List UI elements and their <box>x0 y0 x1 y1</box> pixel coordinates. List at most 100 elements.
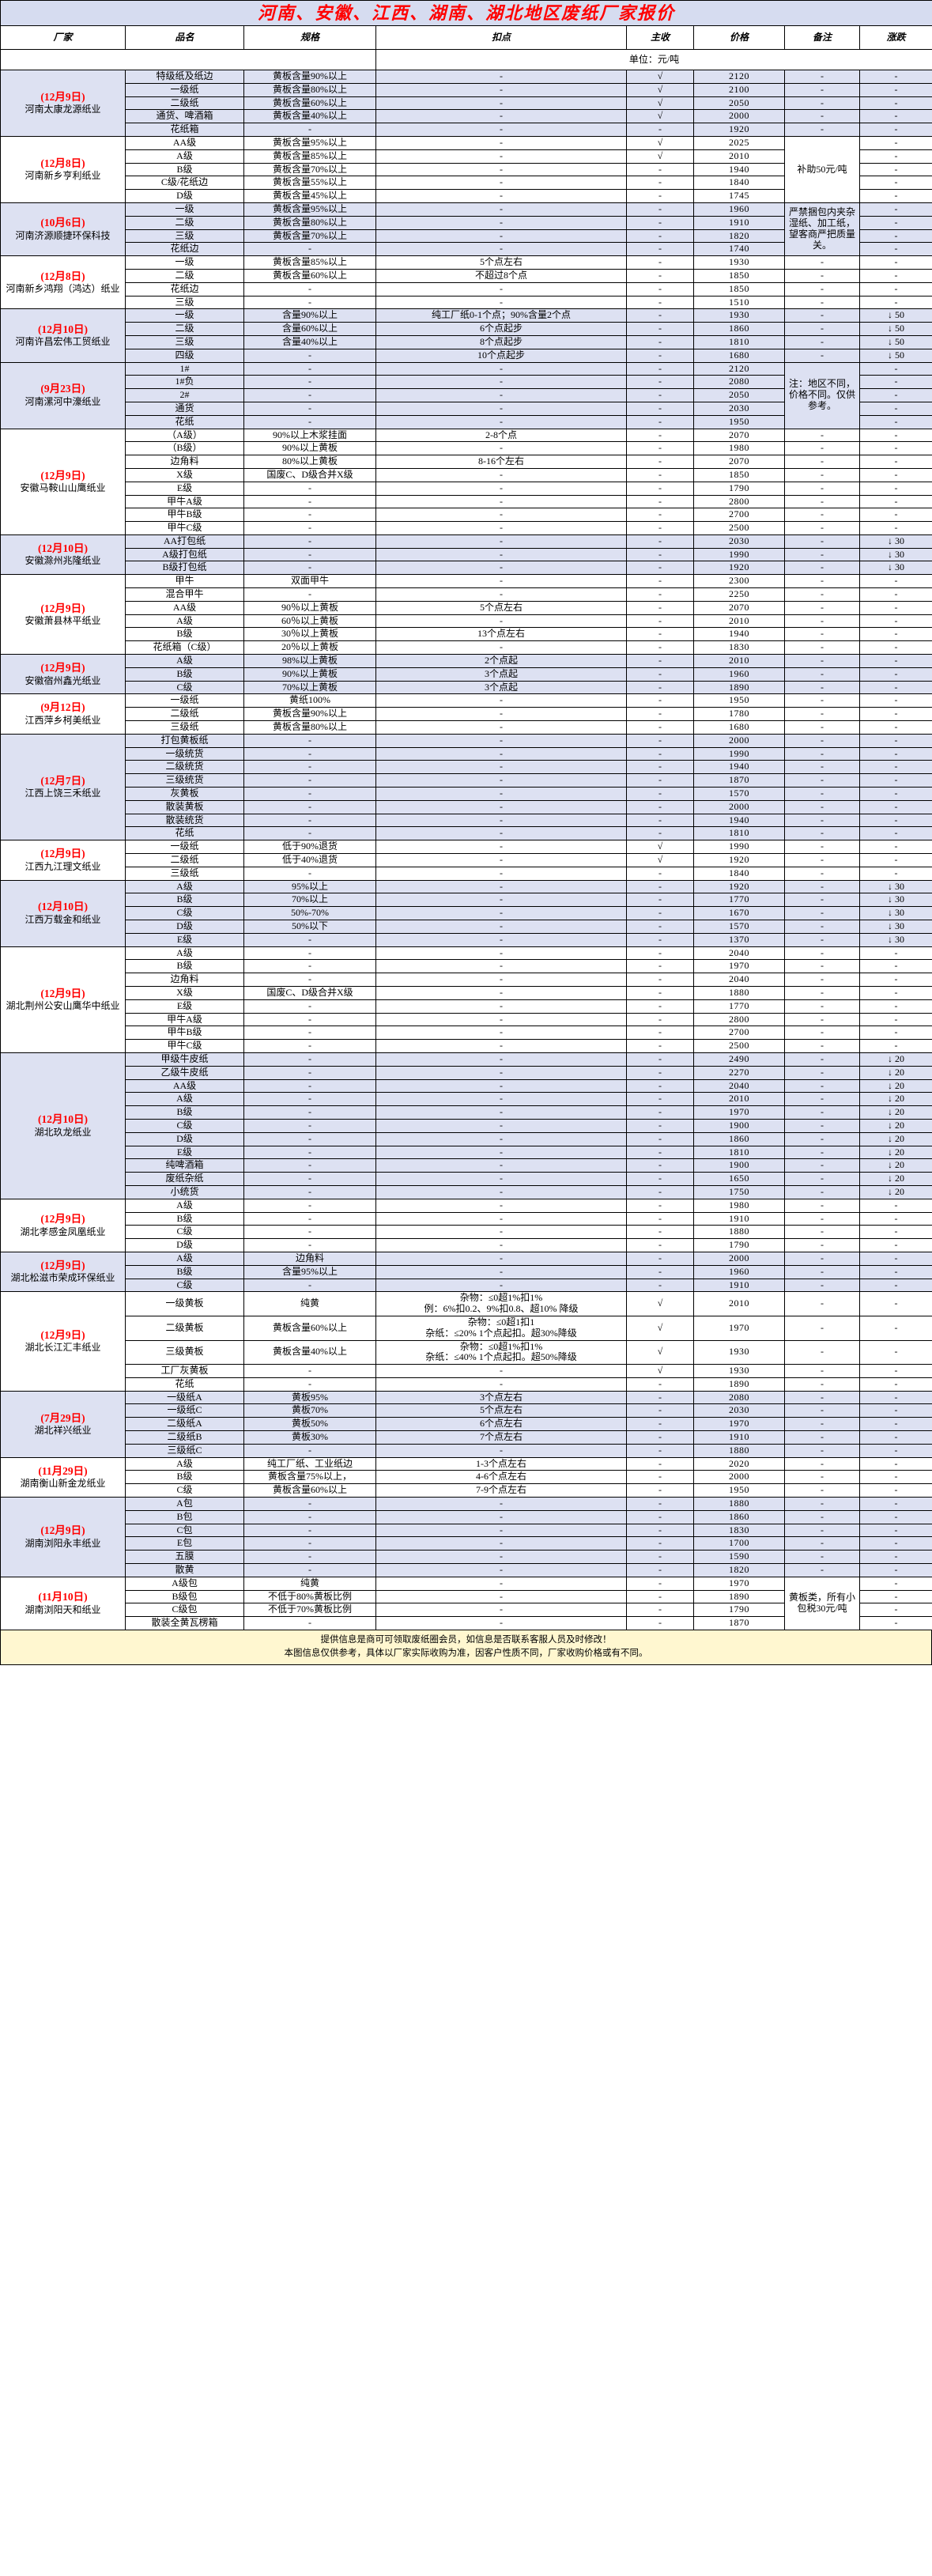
product-name: 一级纸 <box>125 840 244 855</box>
arrow-down-icon: 20 <box>888 1186 904 1197</box>
change-value: - <box>858 135 932 150</box>
change-value: - <box>858 82 932 97</box>
deduct-points: - <box>375 587 627 602</box>
main-purchase-mark: - <box>626 334 694 349</box>
remark: - <box>784 799 860 814</box>
table-row: 一级统货 - - -1990- - <box>1 746 932 761</box>
price-value: 1910 <box>693 1278 785 1293</box>
change-value: - <box>858 109 932 124</box>
main-purchase-mark: - <box>626 1417 694 1432</box>
deduct-points: - <box>375 999 627 1014</box>
change-value: - <box>858 1025 932 1041</box>
main-purchase-mark: - <box>626 1497 694 1511</box>
product-spec: 黄板含量40%以上 <box>243 1339 376 1365</box>
price-value: 2030 <box>693 401 785 416</box>
price-value: 1990 <box>693 840 785 855</box>
table-row: 散装统货 - - -1940- - <box>1 813 932 828</box>
deduct-points: - <box>375 1523 627 1538</box>
deduct-points: 2-8个点 <box>375 428 627 443</box>
maker-cell-20: (11月29日) 湖南衡山新金龙纸业 <box>0 1456 126 1498</box>
maker-date: (11月10日) <box>38 1591 88 1603</box>
product-name: 1# <box>125 361 244 376</box>
main-purchase-mark: - <box>626 388 694 402</box>
deduct-points: - <box>375 481 627 496</box>
deduct-points: - <box>375 1589 627 1604</box>
remark: - <box>784 428 860 443</box>
change-value: - <box>858 720 932 735</box>
arrow-down-icon: 20 <box>888 1160 904 1171</box>
deduct-points: - <box>375 959 627 974</box>
product-name: 一级 <box>125 308 244 323</box>
main-purchase-mark: - <box>626 1025 694 1041</box>
price-value: 1860 <box>693 1131 785 1146</box>
deduct-points: - <box>375 1092 627 1107</box>
maker-date: (12月9日) <box>40 1524 85 1537</box>
product-name: 花纸箱 <box>125 123 244 137</box>
maker-name: 江西上饶三禾纸业 <box>25 788 101 799</box>
main-purchase-mark: - <box>626 879 694 894</box>
main-purchase-mark: - <box>626 1211 694 1226</box>
main-purchase-mark: - <box>626 893 694 908</box>
table-row: (12月9日) 湖南浏阳永丰纸业 A包 - - -1880- - <box>0 1497 932 1577</box>
product-name: 工厂灰黄板 <box>125 1364 244 1378</box>
column-header-6: 备注 <box>784 25 860 50</box>
change-value: 20 <box>858 1065 932 1080</box>
remark: - <box>784 840 860 855</box>
remark: - <box>784 1497 860 1511</box>
deduct-points: - <box>375 1211 627 1226</box>
deduct-points: - <box>375 1364 627 1378</box>
main-purchase-mark: - <box>626 242 694 257</box>
change-value: - <box>858 441 932 456</box>
deduct-points: - <box>375 189 627 203</box>
price-value: 2700 <box>693 508 785 523</box>
product-name: 一级纸 <box>125 693 244 708</box>
remark: - <box>784 1377 860 1392</box>
remark: - <box>784 733 860 748</box>
remark: - <box>784 1456 860 1471</box>
table-row: E级 - - -1790- - <box>1 481 932 496</box>
price-value: 2010 <box>693 149 785 164</box>
remark-merged: 严禁捆包内夹杂湿纸、加工纸，望客商严把质量关。 <box>784 202 860 257</box>
product-spec: - <box>243 481 376 496</box>
table-row: (12月9日) 湖北松滋市荣成环保纸业 A级 边角料 - -2000- - <box>0 1251 932 1293</box>
price-value: 2000 <box>693 733 785 748</box>
change-value: - <box>858 1523 932 1538</box>
deduct-points: - <box>375 799 627 814</box>
table-row: 三级 黄板含量70%以上 - -1820- <box>1 229 932 244</box>
change-value: - <box>858 494 932 509</box>
main-purchase-mark: - <box>626 534 694 549</box>
remark: - <box>784 1025 860 1041</box>
main-purchase-mark: - <box>626 680 694 695</box>
table-row: C级---1900-20 <box>1 1118 932 1133</box>
maker-name: 河南漯河中濠纸业 <box>25 395 101 407</box>
deduct-points: 13个点左右 <box>375 627 627 642</box>
remark: - <box>784 614 860 629</box>
product-name: B级 <box>125 959 244 974</box>
remark: - <box>784 268 860 283</box>
deduct-points: - <box>375 906 627 920</box>
product-spec: - <box>243 1105 376 1120</box>
main-purchase-mark: - <box>626 123 694 137</box>
product-spec: - <box>243 123 376 137</box>
deduct-points: - <box>375 826 627 841</box>
product-name: C级 <box>125 1278 244 1293</box>
price-value: 1960 <box>693 202 785 217</box>
deduct-points: - <box>375 1616 627 1631</box>
product-spec: 国废C、D级合并X级 <box>243 467 376 482</box>
product-name: 花纸 <box>125 1377 244 1392</box>
price-value: 1670 <box>693 906 785 920</box>
maker-cell-15: (12月10日) 湖北玖龙纸业 <box>0 1052 126 1199</box>
table-row: B级 黄板含量75%以上， 4-6个点左右 -2000- - <box>1 1470 932 1485</box>
product-name: E级 <box>125 481 244 496</box>
main-purchase-mark: - <box>626 1012 694 1027</box>
remark: - <box>784 1315 860 1341</box>
column-header-7: 涨跌 <box>858 25 932 50</box>
remark: - <box>784 322 860 336</box>
deduct-points: - <box>375 985 627 1000</box>
product-name: B级 <box>125 667 244 682</box>
product-name: 四级 <box>125 348 244 363</box>
remark: - <box>784 879 860 894</box>
product-spec: - <box>243 1025 376 1041</box>
main-purchase-mark: - <box>626 760 694 775</box>
product-name: C级 <box>125 680 244 695</box>
